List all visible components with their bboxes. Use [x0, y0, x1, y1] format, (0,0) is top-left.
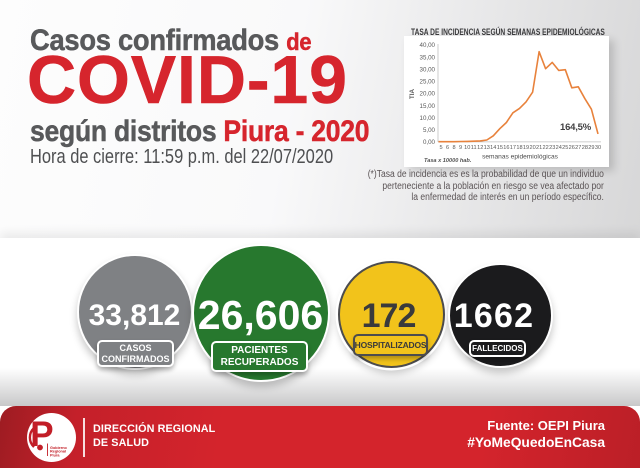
svg-text:semanas epidemiológicas: semanas epidemiológicas — [482, 154, 559, 161]
svg-text:27: 27 — [575, 145, 581, 151]
svg-text:40,00: 40,00 — [420, 42, 436, 49]
svg-text:16: 16 — [503, 145, 509, 151]
svg-text:5: 5 — [439, 145, 442, 151]
svg-text:10,00: 10,00 — [420, 115, 436, 122]
svg-text:30,00: 30,00 — [420, 66, 436, 73]
svg-text:5,00: 5,00 — [423, 127, 436, 134]
svg-text:0,00: 0,00 — [423, 139, 436, 146]
svg-text:11: 11 — [471, 145, 477, 151]
svg-text:35,00: 35,00 — [420, 54, 436, 61]
svg-text:28: 28 — [582, 145, 588, 151]
svg-text:8: 8 — [453, 145, 456, 151]
svg-text:21: 21 — [536, 145, 542, 151]
svg-text:22: 22 — [542, 145, 548, 151]
svg-text:6: 6 — [446, 145, 449, 151]
svg-text:Regional: Regional — [50, 450, 66, 454]
svg-text:10: 10 — [464, 145, 470, 151]
svg-text:15,00: 15,00 — [420, 103, 436, 110]
svg-text:18: 18 — [516, 145, 522, 151]
svg-text:164,5%: 164,5% — [560, 122, 592, 133]
svg-text:17: 17 — [510, 145, 516, 151]
svg-text:14: 14 — [490, 145, 496, 151]
svg-text:20: 20 — [529, 145, 535, 151]
svg-text:19: 19 — [523, 145, 529, 151]
svg-text:9: 9 — [459, 145, 462, 151]
svg-text:23: 23 — [549, 145, 555, 151]
svg-text:20,00: 20,00 — [420, 91, 436, 98]
svg-text:Piura: Piura — [50, 453, 60, 457]
svg-text:Tasa x 10000 hab.: Tasa x 10000 hab. — [424, 158, 472, 164]
svg-text:24: 24 — [556, 145, 562, 151]
svg-text:12: 12 — [477, 145, 483, 151]
svg-text:30: 30 — [595, 145, 601, 151]
svg-text:TIA: TIA — [409, 88, 416, 99]
svg-text:Gobierno: Gobierno — [50, 446, 68, 450]
svg-text:25: 25 — [562, 145, 568, 151]
svg-text:26: 26 — [569, 145, 575, 151]
svg-text:15: 15 — [497, 145, 503, 151]
svg-text:13: 13 — [484, 145, 490, 151]
svg-text:29: 29 — [588, 145, 594, 151]
svg-text:25,00: 25,00 — [420, 79, 436, 86]
